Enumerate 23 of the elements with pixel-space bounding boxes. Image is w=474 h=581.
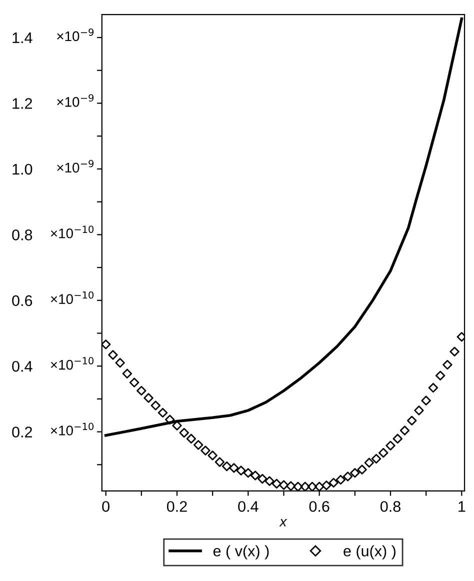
legend-label: e ( v(x) ) — [213, 545, 269, 560]
x-tick-label: 0.8 — [380, 501, 400, 512]
y-tick-label: 1.0 — [12, 164, 32, 175]
x-axis-title: x — [279, 519, 288, 526]
x-tick-label: 0.2 — [166, 501, 187, 512]
y-tick-label: 0.4 — [12, 360, 32, 372]
x-tick-label: 0.4 — [238, 501, 258, 512]
x-tick-label: 1 — [458, 501, 466, 512]
y-tick-label: 1.4 — [12, 32, 32, 44]
y-tick-label: 1.2 — [12, 98, 32, 109]
text: ×10$^{−10}$ — [50, 226, 94, 238]
y-tick-label: 0.6 — [12, 295, 32, 306]
text: ×10$^{−10}$ — [50, 357, 94, 370]
text: ×10$^{−9}$ — [57, 28, 94, 42]
text: ×10$^{−10}$ — [50, 291, 94, 304]
text: ×10$^{−9}$ — [57, 160, 94, 173]
x-tick-label: 0.6 — [309, 501, 330, 512]
y-tick-label: 0.2 — [12, 426, 32, 438]
text: ×10$^{−9}$ — [57, 94, 94, 107]
legend-label: e (u(x) ) — [344, 545, 396, 560]
y-tick-label: 0.8 — [12, 230, 32, 240]
x-tick-label: 0 — [102, 501, 110, 512]
text: ×10$^{−10}$ — [50, 422, 94, 436]
